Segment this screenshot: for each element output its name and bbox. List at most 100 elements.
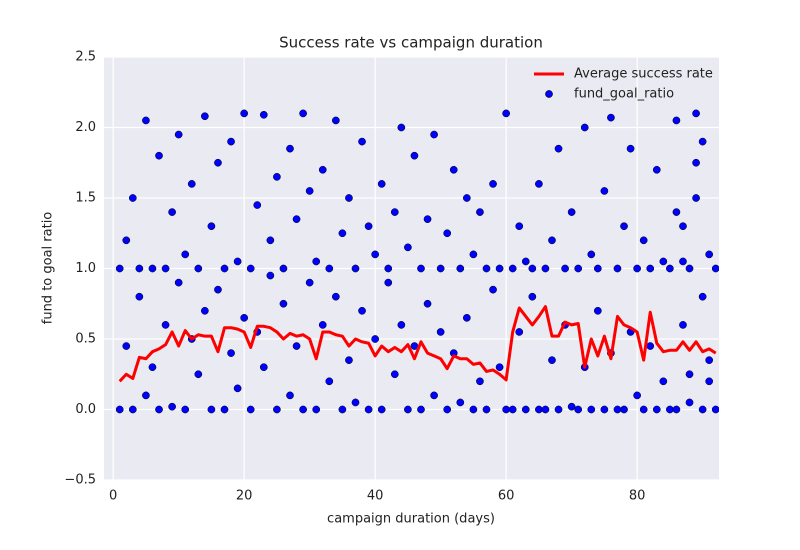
point xyxy=(174,278,183,287)
point xyxy=(351,398,360,407)
legend-label: fund_goal_ratio xyxy=(574,87,674,102)
point xyxy=(626,144,635,153)
point xyxy=(135,264,144,273)
point xyxy=(220,264,229,273)
plot-marks xyxy=(115,109,719,414)
point xyxy=(312,257,321,266)
point xyxy=(711,264,719,273)
point xyxy=(462,194,471,202)
point xyxy=(495,363,504,372)
point xyxy=(639,405,648,414)
point xyxy=(148,363,157,372)
line xyxy=(118,305,717,383)
point xyxy=(292,215,301,223)
point xyxy=(443,405,452,414)
point xyxy=(482,405,491,414)
point xyxy=(161,321,170,329)
x-tick-label: 20 xyxy=(236,489,253,504)
point xyxy=(240,314,249,322)
point xyxy=(325,264,334,273)
point xyxy=(423,215,432,223)
point xyxy=(659,257,668,266)
legend-swatch xyxy=(545,90,553,98)
point xyxy=(397,321,406,329)
point xyxy=(279,264,288,273)
point xyxy=(666,405,674,414)
point xyxy=(554,405,563,414)
point xyxy=(666,264,674,273)
point xyxy=(397,123,406,132)
point xyxy=(430,391,438,400)
point xyxy=(384,278,393,287)
point xyxy=(482,264,491,273)
point xyxy=(672,116,681,125)
point xyxy=(436,264,445,273)
point xyxy=(246,405,255,414)
point xyxy=(312,405,321,414)
point xyxy=(253,201,262,209)
point xyxy=(325,377,334,386)
point xyxy=(593,306,602,315)
point xyxy=(240,109,249,118)
point xyxy=(574,264,583,273)
point xyxy=(672,405,681,414)
point xyxy=(679,257,687,266)
point xyxy=(417,405,425,414)
point xyxy=(345,356,353,364)
point xyxy=(338,405,347,414)
point xyxy=(515,328,524,336)
point xyxy=(220,405,229,414)
point xyxy=(580,123,589,132)
point xyxy=(548,356,556,364)
point xyxy=(404,405,412,414)
point xyxy=(423,299,432,308)
point xyxy=(698,292,707,301)
point xyxy=(168,402,176,411)
point xyxy=(338,229,347,238)
x-tick-label: 40 xyxy=(367,489,384,504)
point xyxy=(227,137,235,146)
point xyxy=(443,229,452,238)
point xyxy=(535,180,543,188)
point xyxy=(404,243,412,252)
point xyxy=(364,222,373,231)
point xyxy=(214,285,222,294)
point xyxy=(705,250,714,259)
point xyxy=(521,257,530,266)
point xyxy=(318,165,327,174)
point xyxy=(345,194,353,202)
point xyxy=(128,405,137,414)
point xyxy=(659,377,668,386)
point xyxy=(122,236,131,245)
point xyxy=(161,264,170,273)
point xyxy=(384,264,393,273)
point xyxy=(207,405,216,414)
legend-label: Average success rate xyxy=(574,67,713,82)
point xyxy=(128,194,137,202)
point xyxy=(390,208,399,216)
point xyxy=(652,405,661,414)
point xyxy=(705,377,714,386)
point xyxy=(436,328,445,336)
point xyxy=(174,130,183,139)
y-tick-label: 0.0 xyxy=(75,402,96,417)
point xyxy=(456,264,465,273)
point xyxy=(292,342,301,350)
x-tick-label: 80 xyxy=(629,489,646,504)
point xyxy=(600,405,609,414)
point xyxy=(469,250,478,259)
point xyxy=(652,165,661,174)
point xyxy=(456,398,465,407)
point xyxy=(672,208,681,216)
point xyxy=(233,384,242,393)
point xyxy=(515,222,524,231)
point xyxy=(122,342,131,350)
y-tick-label: 1.0 xyxy=(75,261,96,276)
point xyxy=(181,250,190,259)
point xyxy=(299,109,307,118)
point xyxy=(377,180,386,188)
point xyxy=(587,405,596,414)
point xyxy=(201,112,209,121)
point xyxy=(711,405,719,414)
point xyxy=(246,264,255,273)
